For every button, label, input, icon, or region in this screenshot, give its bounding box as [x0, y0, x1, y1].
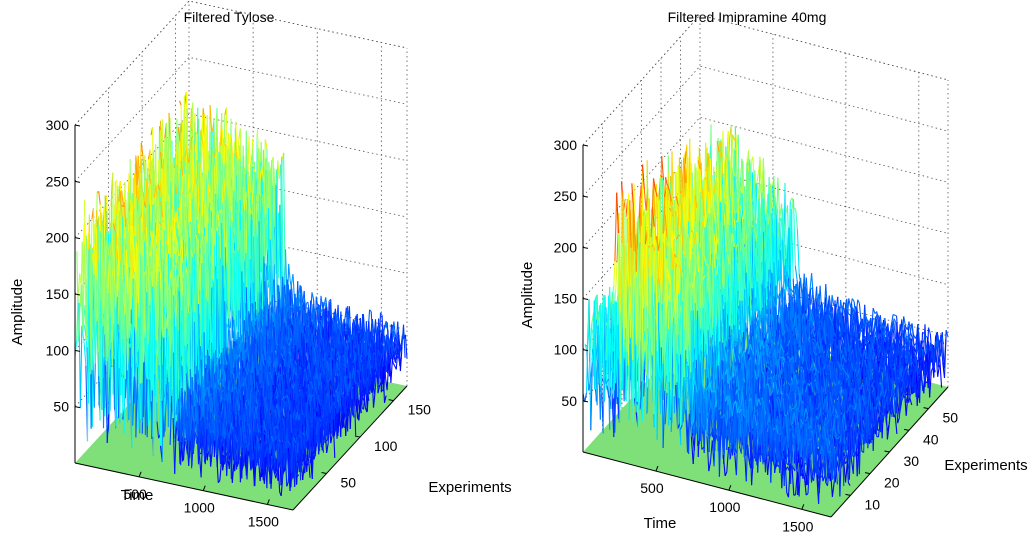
surface-segment — [311, 292, 315, 300]
surface-segment — [320, 295, 324, 308]
surface-segment — [312, 304, 316, 340]
surface-segment — [343, 318, 347, 326]
surface-segment — [272, 156, 276, 213]
surface-segment — [292, 274, 296, 301]
surface-segment — [380, 312, 383, 316]
surface-segment — [298, 296, 302, 311]
plot-filtered-tylose: Filtered Tylose 501001502002503005001000… — [9, 0, 512, 529]
surface-segment — [377, 326, 380, 330]
surface-segment — [306, 312, 310, 316]
surface-segment — [404, 334, 408, 359]
surface-segment — [283, 152, 286, 295]
surface-segment — [288, 263, 291, 281]
surface-segment — [335, 315, 339, 322]
surface-segment — [315, 313, 319, 325]
surface-segment — [390, 357, 394, 383]
surface-segment — [250, 161, 253, 167]
surface-segment — [190, 123, 193, 132]
surface-segment — [290, 291, 294, 310]
surface-segment — [300, 286, 304, 303]
surface-segment — [300, 293, 304, 316]
surface-segment — [402, 324, 406, 358]
surface-segment — [303, 297, 307, 313]
surface-segment — [393, 331, 397, 337]
surface-segment — [331, 317, 334, 320]
surface-segment — [315, 296, 319, 308]
surface-segment — [305, 312, 308, 320]
surface-segment — [299, 285, 303, 328]
surface-segment — [264, 139, 268, 149]
surface-segment — [399, 342, 403, 353]
surface-segment — [275, 169, 279, 285]
surface-segment — [382, 324, 385, 351]
chart-title: Filtered Tylose — [184, 9, 275, 25]
surface-segment — [307, 302, 310, 313]
surface-segment — [320, 308, 323, 313]
surface-segment — [209, 105, 213, 135]
surface-segment — [347, 340, 350, 343]
surface-segment — [369, 309, 372, 312]
surface-segment — [309, 381, 312, 384]
surface-plot — [74, 91, 408, 510]
surface-segment — [341, 321, 344, 329]
surface-segment — [178, 100, 182, 106]
surface-segment — [303, 309, 307, 320]
surface-segment — [322, 307, 325, 310]
surface-segment — [374, 325, 378, 335]
surface-segment — [395, 348, 399, 370]
surface-segment — [279, 204, 282, 331]
surface-segment — [397, 348, 400, 363]
surface-segment — [357, 323, 361, 334]
surface-segment — [399, 357, 402, 366]
surface-segment — [245, 329, 248, 332]
surface-segment — [393, 337, 397, 356]
surface-segment — [277, 160, 280, 179]
surface-segment — [392, 362, 396, 367]
surface-segment — [395, 335, 398, 339]
surface-segment — [354, 381, 357, 383]
surface-segment — [344, 327, 347, 331]
surface-segment — [401, 332, 404, 343]
